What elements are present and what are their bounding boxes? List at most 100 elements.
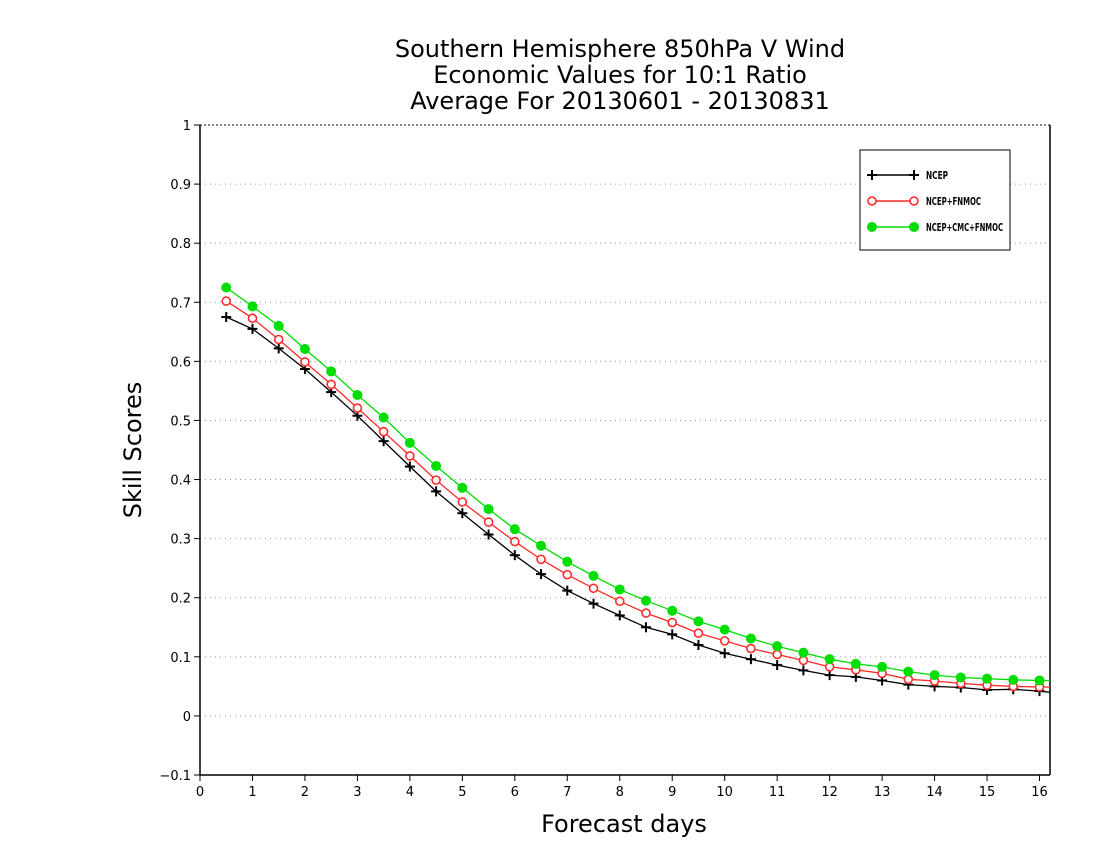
data-point-plus — [221, 312, 232, 323]
data-point-plus — [536, 569, 547, 580]
y-tick-label: 0.7 — [170, 296, 191, 311]
data-point-plus — [457, 508, 468, 519]
data-point-open-circle — [510, 536, 520, 547]
data-point-filled-circle — [693, 616, 704, 627]
data-point-filled-circle — [909, 222, 919, 232]
data-point-filled-circle — [719, 624, 730, 635]
grid-lines — [200, 183, 1050, 717]
data-point-plus — [614, 610, 625, 621]
data-point-filled-circle — [483, 504, 494, 515]
legend-item: NCEP — [867, 169, 948, 182]
data-point-plus — [867, 170, 877, 180]
data-point-open-circle — [693, 628, 704, 638]
x-tick-label: 11 — [769, 785, 786, 800]
data-point-plus — [667, 629, 678, 640]
y-tick-label: 0.6 — [170, 355, 191, 370]
data-point-filled-circle — [247, 301, 258, 312]
data-point-plus — [824, 670, 835, 681]
data-point-open-circle — [536, 554, 546, 565]
y-tick-label: 1 — [183, 119, 191, 134]
data-point-filled-circle — [1034, 675, 1045, 686]
x-tick-label: 0 — [196, 785, 204, 800]
data-point-filled-circle — [509, 524, 520, 535]
data-point-filled-circle — [1008, 674, 1019, 685]
data-point-filled-circle — [850, 658, 861, 669]
x-tick-label: 15 — [979, 785, 996, 800]
data-point-plus — [798, 665, 809, 676]
data-point-plus — [772, 660, 783, 671]
x-tick-label: 9 — [668, 785, 676, 800]
y-tick-label: 0.1 — [170, 651, 191, 666]
data-point-filled-circle — [667, 605, 678, 616]
data-point-filled-circle — [955, 672, 966, 683]
x-tick-label: 14 — [926, 785, 943, 800]
data-point-open-circle — [247, 313, 258, 324]
data-point-filled-circle — [614, 584, 625, 595]
data-point-plus — [273, 343, 284, 354]
data-point-filled-circle — [588, 570, 599, 581]
y-tick-label: 0.3 — [170, 533, 191, 548]
x-tick-label: 10 — [716, 785, 733, 800]
x-tick-label: 2 — [301, 785, 309, 800]
y-tick-label: 0.5 — [170, 414, 191, 429]
axes: −0.100.10.20.30.40.50.60.70.80.910 1 2 3 4 5 6… — [159, 119, 1051, 800]
series-group — [221, 282, 1051, 697]
x-tick-label: 1 — [248, 785, 256, 800]
data-point-open-circle — [719, 636, 730, 646]
data-point-filled-circle — [640, 595, 651, 606]
x-tick-label: 16 — [1031, 785, 1048, 800]
data-point-filled-circle — [745, 633, 756, 644]
x-axis-label: Forecast days — [541, 810, 707, 838]
legend: NCEP NCEP+FNMOC NCEP+CMC+FNMOC — [859, 149, 1011, 251]
legend-label: NCEP+CMC+FNMOC — [926, 221, 1003, 234]
legend-box — [859, 149, 1011, 251]
data-point-open-circle — [405, 451, 415, 461]
data-point-plus — [588, 598, 599, 609]
data-point-plus — [483, 529, 494, 540]
data-point-plus — [431, 486, 442, 497]
data-point-filled-circle — [929, 670, 940, 681]
data-point-open-circle — [483, 517, 494, 527]
data-point-filled-circle — [536, 540, 547, 551]
data-point-open-circle — [746, 643, 756, 654]
data-point-open-circle — [867, 196, 877, 206]
data-point-filled-circle — [772, 641, 783, 652]
data-point-plus — [745, 654, 756, 665]
data-point-filled-circle — [404, 437, 415, 448]
series-ncep-cmc-fnmoc — [221, 282, 1050, 686]
data-point-open-circle — [378, 426, 389, 437]
data-point-open-circle — [273, 334, 284, 345]
data-point-open-circle — [909, 196, 919, 206]
data-point-plus — [378, 436, 389, 447]
series-ncep-fnmoc — [221, 296, 1050, 692]
legend-item: NCEP+CMC+FNMOC — [867, 221, 1003, 234]
data-point-plus — [562, 585, 573, 596]
series-ncep — [221, 312, 1051, 697]
y-tick-label: 0 — [183, 710, 191, 725]
data-point-plus — [404, 461, 415, 472]
legend-item: NCEP+FNMOC — [867, 195, 981, 208]
y-tick-label: −0.1 — [159, 769, 191, 784]
series-line — [225, 286, 1050, 682]
data-point-open-circle — [326, 379, 336, 390]
y-tick-label: 0.8 — [170, 237, 191, 252]
data-point-open-circle — [641, 608, 651, 618]
x-tick-label: 3 — [353, 785, 361, 800]
chart-title-line-2: Economic Values for 10:1 Ratio — [433, 61, 807, 89]
data-point-filled-circle — [431, 460, 442, 471]
y-tick-label: 0.4 — [170, 474, 191, 489]
data-point-plus — [693, 640, 704, 650]
y-tick-label: 0.2 — [170, 592, 191, 607]
y-tick-label: 0.9 — [170, 178, 191, 193]
chart-title: Southern Hemisphere 850hPa V Wind Econom… — [0, 36, 1100, 114]
x-tick-label: 8 — [616, 785, 624, 800]
data-point-filled-circle — [457, 482, 468, 493]
data-point-plus — [247, 323, 258, 334]
data-point-open-circle — [562, 569, 573, 580]
chart-title-line-3: Average For 20130601 - 20130831 — [410, 87, 830, 115]
data-point-open-circle — [588, 583, 599, 594]
x-tick-label: 7 — [563, 785, 571, 800]
data-point-filled-circle — [982, 673, 993, 684]
x-tick-label: 6 — [511, 785, 519, 800]
